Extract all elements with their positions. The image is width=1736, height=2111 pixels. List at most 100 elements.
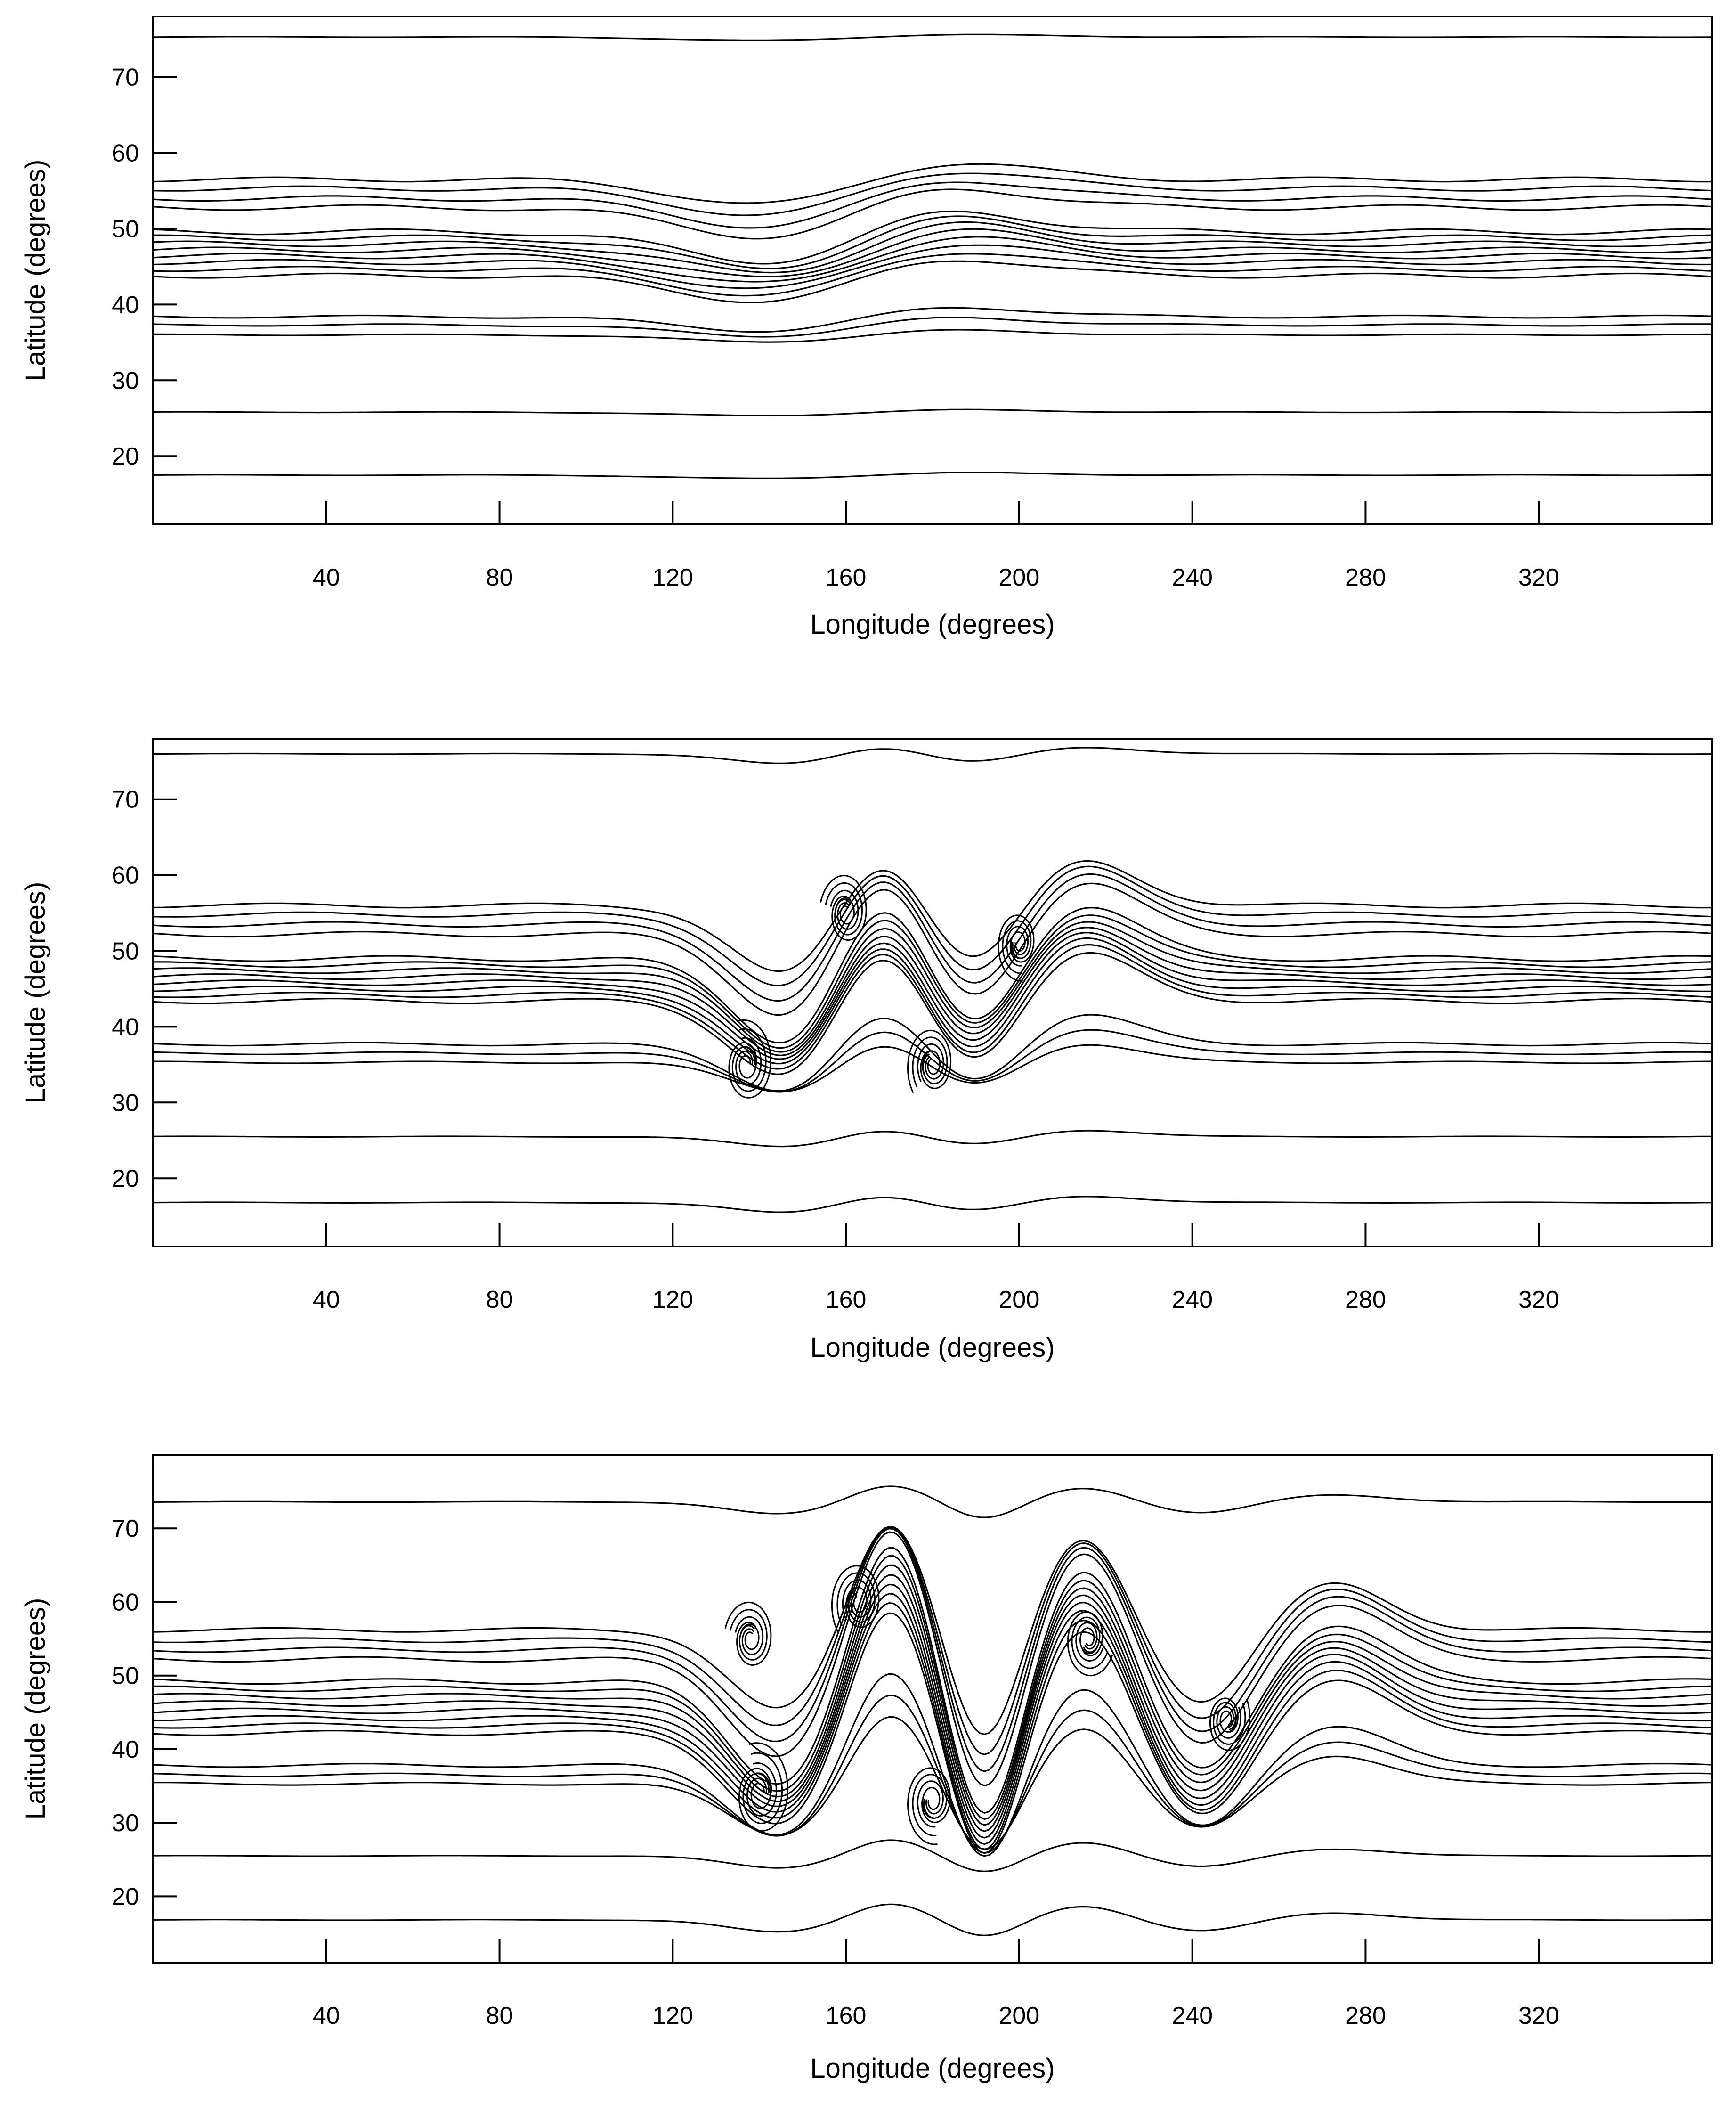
contour-line xyxy=(153,914,1712,1049)
y-tick-label: 30 xyxy=(112,367,139,394)
panel-middle: 40 80 120 160 200 240 280 320 20 30 40 50 60 70 Longi… xyxy=(20,738,1713,1363)
y-tick-label: 20 xyxy=(112,1165,139,1192)
contour-line xyxy=(153,472,1712,479)
y-tick-label: 60 xyxy=(112,862,139,889)
x-tick-label: 280 xyxy=(1345,564,1386,591)
panel-middle-contours xyxy=(153,747,1712,1213)
eddy-contour xyxy=(742,1752,783,1825)
contour-line xyxy=(153,236,1712,283)
panel-middle-frame xyxy=(152,738,1713,1247)
contour-line xyxy=(153,329,1712,343)
contour-line xyxy=(153,1564,1712,1826)
contour-line xyxy=(153,1029,1712,1093)
contour-line xyxy=(153,944,1712,1070)
x-tick-label: 160 xyxy=(826,564,867,591)
contour-line xyxy=(153,408,1712,416)
x-tick-label: 80 xyxy=(486,564,513,591)
panel-top-contours xyxy=(153,33,1712,479)
eddy-contour xyxy=(1075,1622,1104,1662)
y-tick-label: 70 xyxy=(112,786,139,814)
contour-line xyxy=(153,1574,1712,1832)
panel-bottom-xlabel: Longitude (degrees) xyxy=(810,2053,1055,2084)
contour-line xyxy=(153,873,1712,1002)
eddy-contour xyxy=(917,1780,944,1828)
contour-line xyxy=(153,952,1712,1075)
contour-line xyxy=(153,747,1712,764)
eddy-contour xyxy=(724,1601,772,1666)
contour-line xyxy=(153,1903,1712,1936)
contour-line xyxy=(153,1485,1712,1518)
x-tick-label: 320 xyxy=(1518,2002,1559,2029)
eddy-contour xyxy=(907,1029,952,1093)
x-tick-label: 200 xyxy=(999,564,1040,591)
eddy-contour xyxy=(1209,1697,1251,1751)
eddy-contour xyxy=(830,889,859,930)
contour-line xyxy=(153,937,1712,1065)
x-tick-label: 80 xyxy=(486,2002,513,2029)
panel-top-ylabel: Latitude (degrees) xyxy=(20,160,51,382)
contour-line xyxy=(153,1593,1712,1845)
contour-line xyxy=(153,882,1712,1016)
contour-line xyxy=(153,927,1712,1056)
panel-middle-ylabel: Latitude (degrees) xyxy=(20,882,51,1104)
panel-middle-axes: 40 80 120 160 200 240 280 320 20 30 40 50 60 70 xyxy=(112,786,1559,1313)
contour-line xyxy=(153,215,1712,269)
contour-line xyxy=(153,865,1712,986)
eddy-contour xyxy=(998,914,1035,982)
eddy-contour xyxy=(922,1786,941,1819)
panel-bottom-ylabel: Latitude (degrees) xyxy=(20,1598,51,1820)
contour-line xyxy=(153,172,1712,216)
eddy-contour xyxy=(750,1772,771,1809)
eddy-contour xyxy=(847,1587,868,1614)
contour-line xyxy=(153,860,1712,972)
x-tick-label: 240 xyxy=(1172,1286,1213,1313)
x-tick-label: 120 xyxy=(652,1286,693,1313)
x-tick-label: 120 xyxy=(652,2002,693,2029)
contour-line xyxy=(153,1583,1712,1839)
x-tick-label: 120 xyxy=(652,564,693,591)
x-tick-label: 160 xyxy=(826,1286,867,1313)
y-tick-label: 70 xyxy=(112,64,139,91)
x-tick-label: 240 xyxy=(1172,2002,1213,2029)
y-tick-label: 60 xyxy=(112,140,139,167)
contour-line xyxy=(153,1014,1712,1092)
contour-line xyxy=(153,260,1712,303)
x-tick-label: 320 xyxy=(1518,1286,1559,1313)
x-tick-label: 240 xyxy=(1172,564,1213,591)
eddy-contour xyxy=(831,1565,880,1632)
contour-line xyxy=(153,1044,1712,1092)
eddy-contour xyxy=(746,1762,778,1817)
panel-top-xlabel: Longitude (degrees) xyxy=(810,609,1055,640)
x-tick-label: 200 xyxy=(999,2002,1040,2029)
contour-line xyxy=(153,317,1712,338)
contour-line xyxy=(153,1673,1712,1857)
panel-bottom-frame xyxy=(152,1454,1713,1964)
panel-bottom-axes: 40 80 120 160 200 240 280 320 20 30 40 50 60 70 xyxy=(112,1515,1559,2029)
contour-line xyxy=(153,307,1712,333)
y-tick-label: 50 xyxy=(112,1663,139,1690)
contour-line xyxy=(153,907,1712,1044)
panel-bottom: 40 80 120 160 200 240 280 320 20 30 40 50 60 70 Longi… xyxy=(20,1454,1713,2084)
panel-bottom-contours xyxy=(153,1485,1712,1936)
eddy-contour xyxy=(1067,1611,1113,1677)
eddy-contour xyxy=(738,1742,789,1832)
y-tick-label: 50 xyxy=(112,938,139,965)
x-tick-label: 40 xyxy=(313,1286,340,1313)
eddy-contour xyxy=(1216,1706,1241,1739)
contour-line xyxy=(153,210,1712,265)
x-tick-label: 280 xyxy=(1345,2002,1386,2029)
x-tick-label: 40 xyxy=(313,2002,340,2029)
eddy-contour xyxy=(842,1579,872,1621)
x-tick-label: 40 xyxy=(313,564,340,591)
eddy-contour xyxy=(738,1046,757,1079)
eddy-contour xyxy=(1010,931,1026,959)
eddy-contour xyxy=(922,1050,941,1076)
contour-line xyxy=(153,1531,1712,1787)
contour-line xyxy=(153,244,1712,289)
eddy-contour xyxy=(907,1767,951,1845)
contour-line xyxy=(153,33,1712,41)
eddy-contour xyxy=(835,897,855,925)
eddy-contour xyxy=(739,1623,760,1650)
contour-line xyxy=(153,932,1712,1060)
